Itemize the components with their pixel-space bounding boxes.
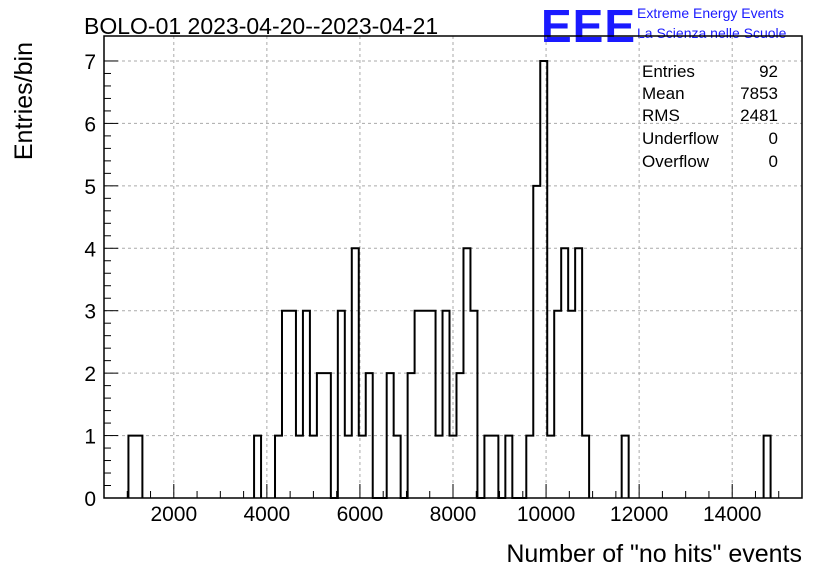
stats-value-entries: 92 [759,62,778,81]
eee-logo: EEE Extreme Energy Events La Scienza nel… [541,0,787,52]
x-tick-label: 10000 [517,503,575,526]
stats-value-mean: 7853 [740,84,778,103]
y-tick-label: 7 [84,51,96,74]
logo-line2: La Scienza nelle Scuole [637,25,787,41]
axis-ticks [103,60,803,499]
x-tick-label: 4000 [244,503,291,526]
stats-value-underflow: 0 [769,129,778,148]
stats-label-overflow: Overflow [642,152,710,171]
logo-line1: Extreme Energy Events [637,5,784,21]
logo-mark: EEE [541,0,636,52]
y-tick-label: 1 [84,426,96,449]
y-tick-labels: 0 1 2 3 4 5 6 7 [84,51,96,511]
stats-box: Entries 92 Mean 7853 RMS 2481 Underflow … [642,62,778,171]
y-tick-label: 2 [84,363,96,386]
grid-lines [104,36,802,498]
stats-label-underflow: Underflow [642,129,719,148]
x-tick-label: 2000 [150,503,197,526]
y-tick-label: 3 [84,301,96,324]
y-tick-label: 0 [84,488,96,511]
chart-title: BOLO-01 2023-04-20--2023-04-21 [84,13,438,39]
stats-label-entries: Entries [642,62,695,81]
x-tick-label: 8000 [430,503,477,526]
y-tick-label: 4 [84,238,96,261]
stats-value-rms: 2481 [740,106,778,125]
stats-label-rms: RMS [642,106,680,125]
x-tick-label: 12000 [610,503,668,526]
y-tick-label: 6 [84,113,96,136]
y-axis-label: Entries/bin [10,42,38,160]
x-axis-label: Number of "no hits" events [506,540,802,568]
y-tick-label: 5 [84,176,96,199]
x-tick-label: 6000 [337,503,384,526]
x-tick-labels: 2000 4000 6000 8000 10000 12000 14000 [150,503,761,526]
histogram-line [127,59,772,499]
stats-label-mean: Mean [642,84,685,103]
x-tick-label: 14000 [703,503,761,526]
stats-value-overflow: 0 [769,152,778,171]
